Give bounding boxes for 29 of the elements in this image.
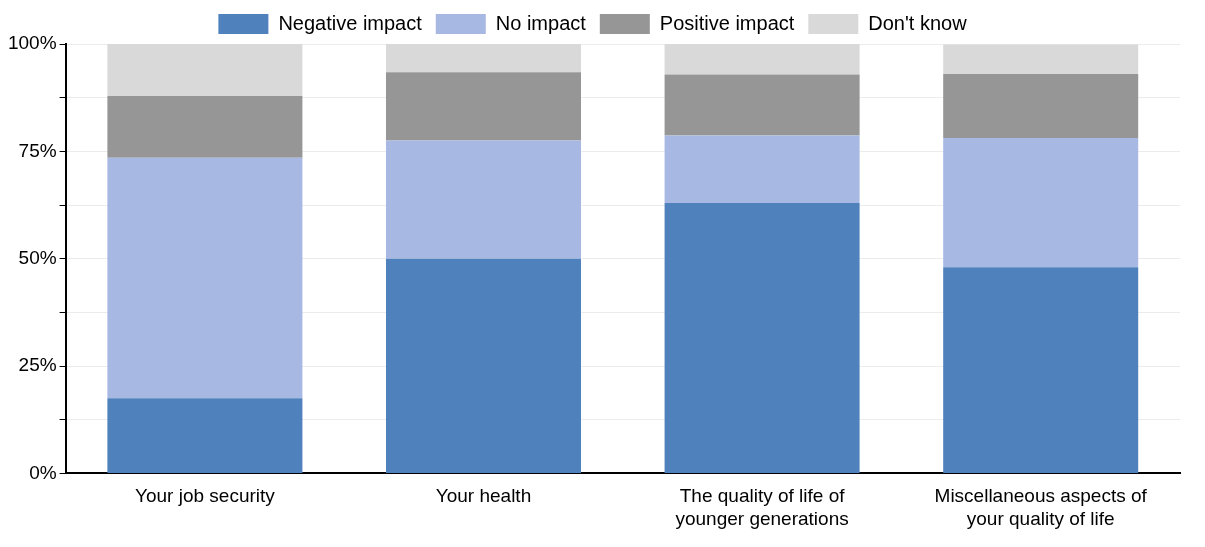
bar	[385, 258, 582, 473]
x-tick-label: Miscellaneous aspects of your quality of life	[934, 485, 1148, 529]
bar	[943, 74, 1139, 139]
x-tick-label: Your job security	[135, 485, 276, 507]
legend-label: No impact	[495, 11, 587, 34]
bar	[664, 135, 860, 203]
y-tick-label: 50%	[18, 246, 57, 268]
x-tick-label: Your health	[435, 485, 532, 507]
legend-label: Don't know	[868, 11, 968, 34]
bar	[943, 267, 1139, 473]
bar	[664, 44, 860, 75]
bar	[664, 74, 860, 136]
y-tick-label: 100%	[7, 32, 57, 54]
bar	[107, 95, 303, 158]
bar	[943, 138, 1139, 268]
bar	[943, 44, 1139, 75]
bar	[385, 44, 582, 73]
x-tick-label: The quality of life of younger generations	[675, 485, 849, 529]
y-tick-label: 75%	[18, 139, 57, 161]
y-tick-label: 0%	[29, 461, 57, 483]
bar	[664, 202, 860, 473]
bar	[385, 72, 582, 141]
legend-label: Negative impact	[278, 11, 423, 34]
bar	[385, 140, 582, 259]
bar	[107, 398, 303, 473]
y-tick-label: 25%	[18, 354, 57, 376]
legend-label: Positive impact	[659, 11, 795, 34]
bar	[107, 157, 303, 399]
bar	[107, 44, 303, 96]
